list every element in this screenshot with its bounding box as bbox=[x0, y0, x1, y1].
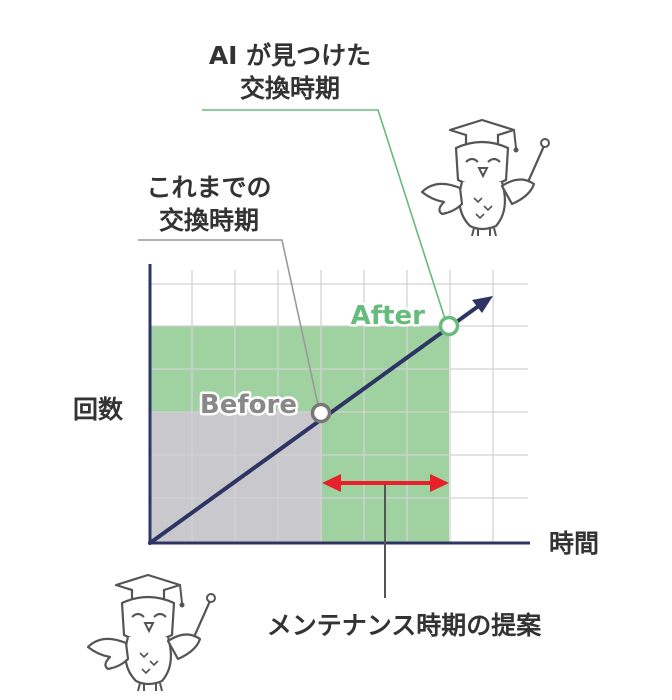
proposal-range-right-arrowhead bbox=[430, 474, 449, 492]
owl-scholar-icon bbox=[420, 118, 551, 238]
owl-scholar-icon bbox=[86, 573, 217, 693]
before-label: Before bbox=[200, 390, 297, 420]
trend-line bbox=[148, 303, 482, 545]
proposal-range-left-arrowhead bbox=[322, 474, 341, 492]
y-axis-label: 回数 bbox=[73, 395, 124, 424]
before-marker bbox=[310, 402, 332, 424]
trend-arrowhead bbox=[472, 296, 493, 313]
prev-callout-leader bbox=[138, 239, 319, 406]
after-marker bbox=[438, 315, 460, 337]
prev-callout-line1: これまでの bbox=[146, 173, 271, 202]
x-axis-label: 時間 bbox=[549, 529, 599, 558]
after-label: After bbox=[351, 301, 425, 331]
ai-callout-line1: AI が見つけた bbox=[209, 41, 371, 70]
prev-callout-line2: 交換時期 bbox=[159, 206, 259, 235]
ai-callout-line2: 交換時期 bbox=[240, 74, 340, 103]
ai-callout-leader bbox=[202, 109, 447, 323]
proposal-label: メンテナンス時期の提案 bbox=[267, 611, 543, 640]
